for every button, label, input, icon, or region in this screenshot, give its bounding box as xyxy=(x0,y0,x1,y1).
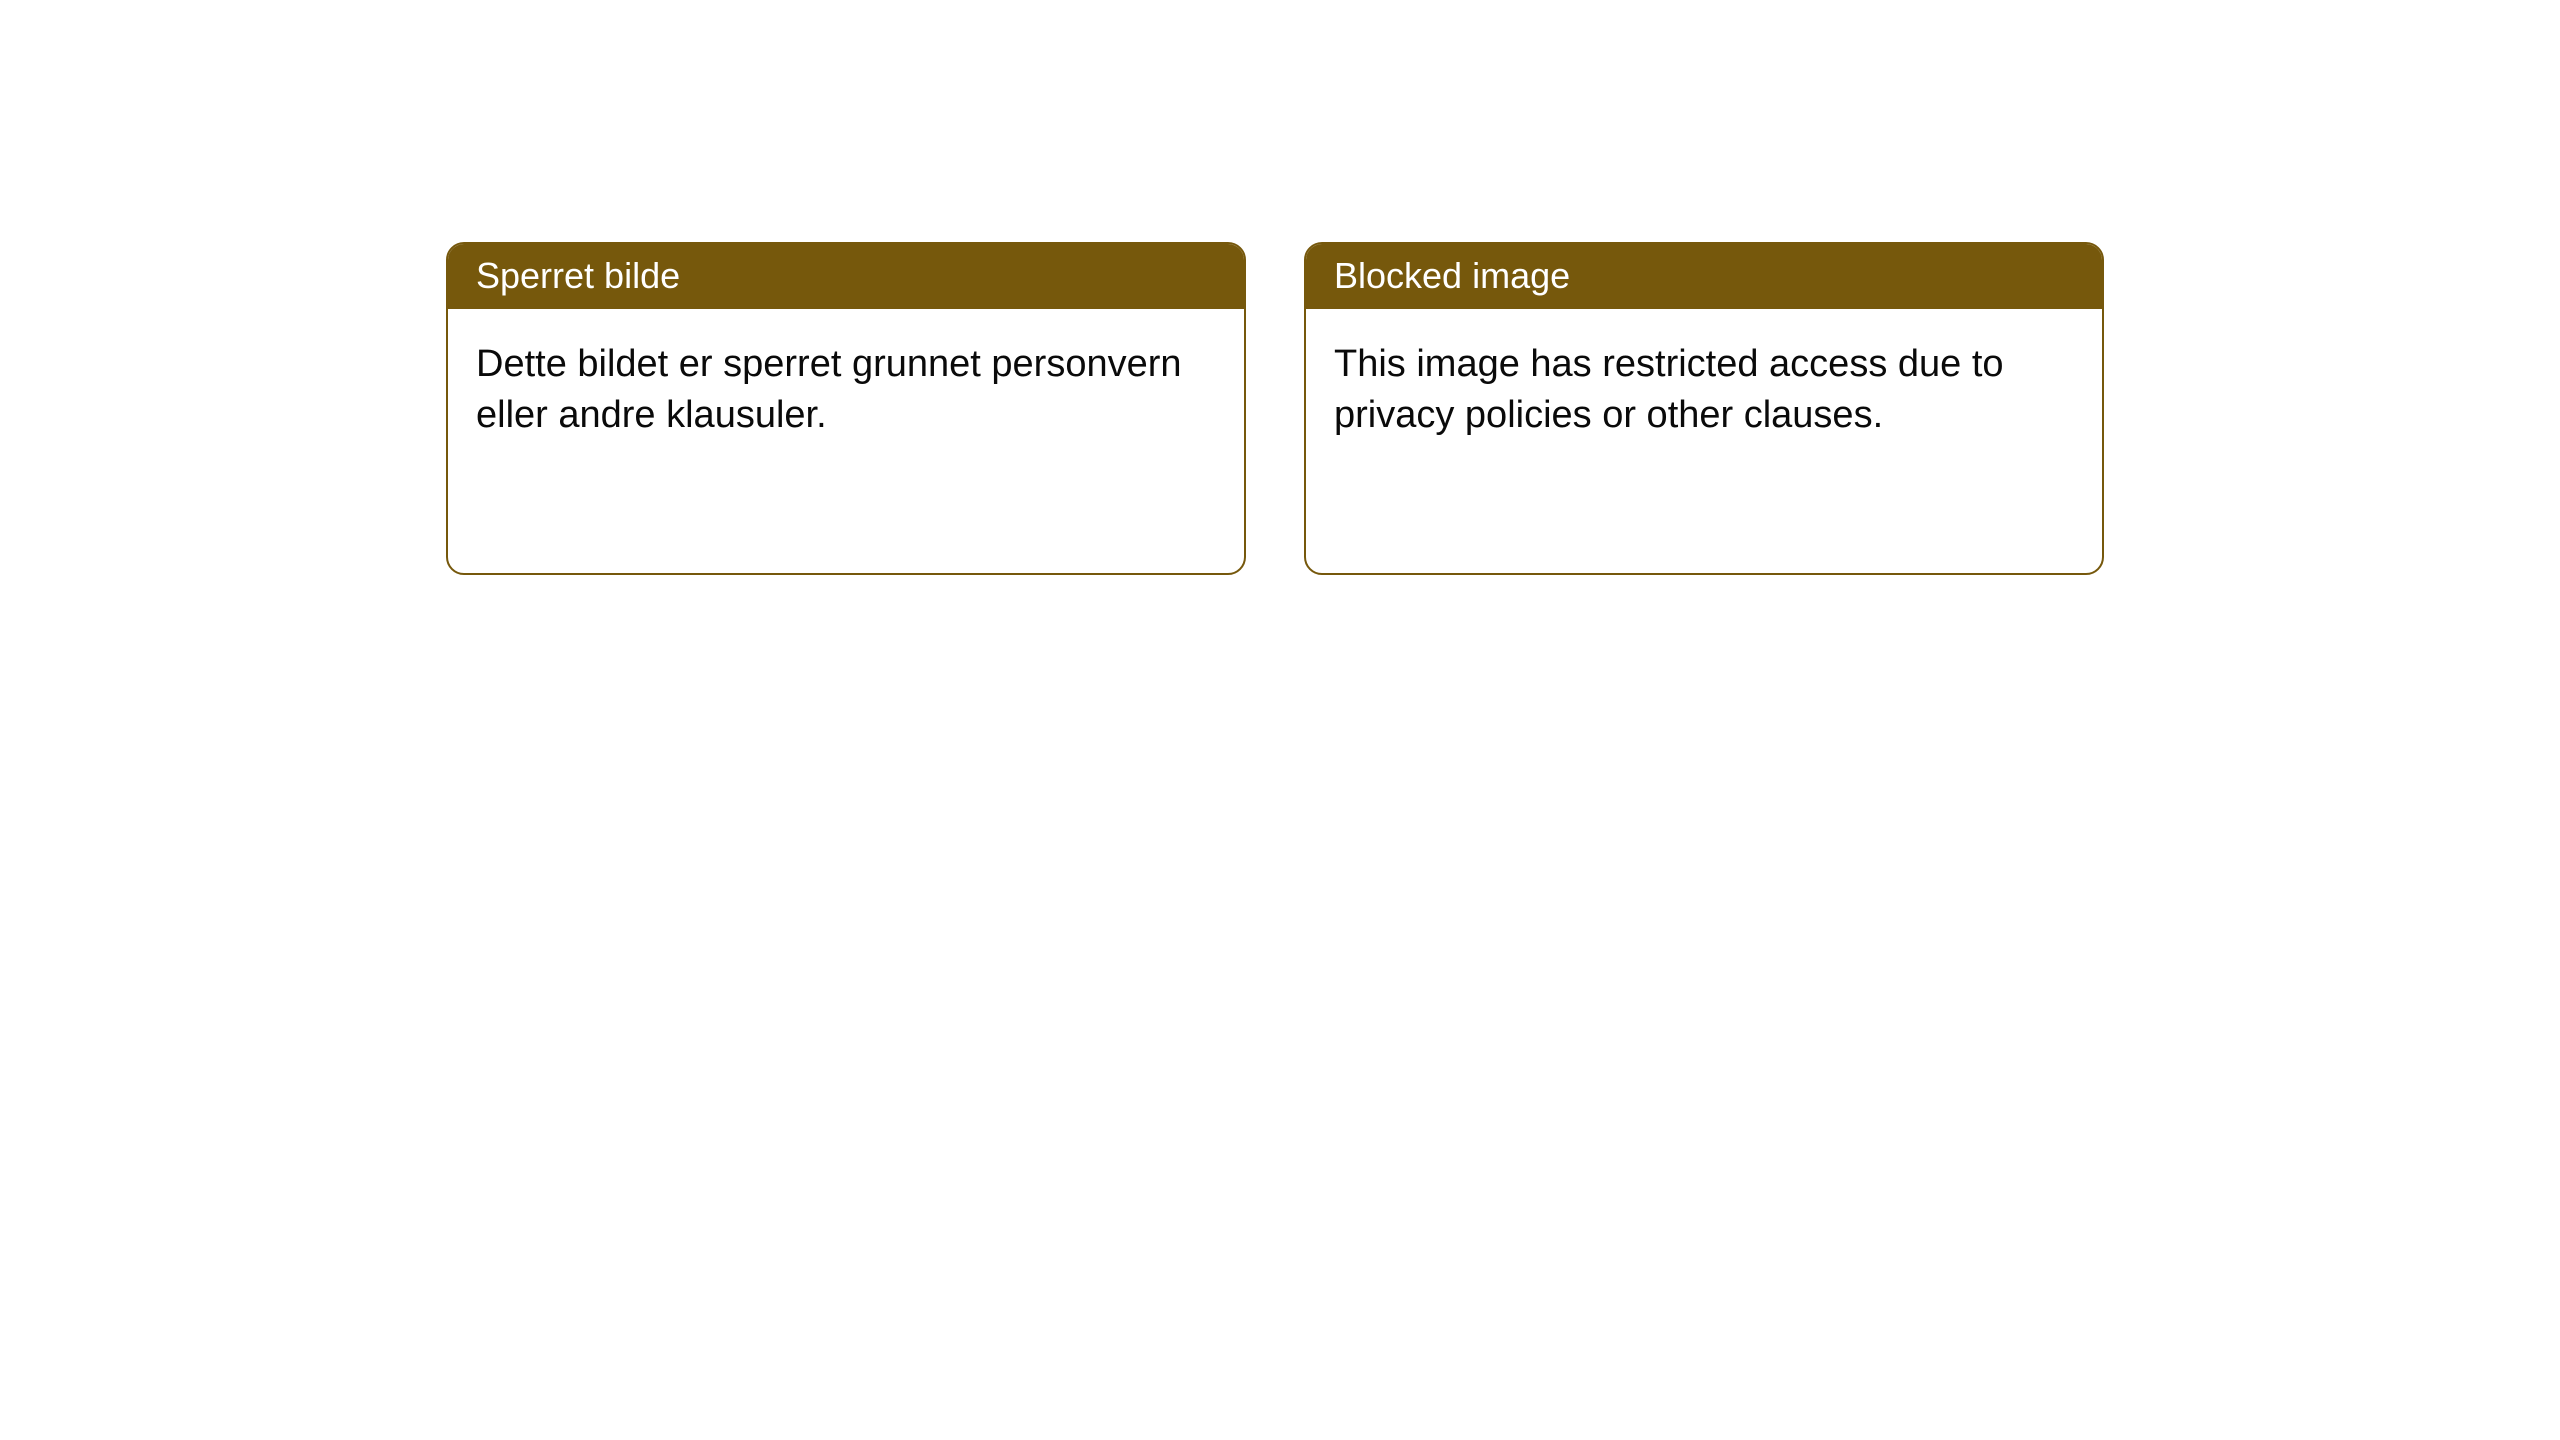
notice-card-title: Sperret bilde xyxy=(448,244,1244,309)
notice-card-body: This image has restricted access due to … xyxy=(1306,309,2102,469)
notice-card-title: Blocked image xyxy=(1306,244,2102,309)
notice-card-en: Blocked image This image has restricted … xyxy=(1304,242,2104,575)
notice-card-no: Sperret bilde Dette bildet er sperret gr… xyxy=(446,242,1246,575)
notice-card-row: Sperret bilde Dette bildet er sperret gr… xyxy=(446,242,2104,575)
notice-card-body: Dette bildet er sperret grunnet personve… xyxy=(448,309,1244,469)
